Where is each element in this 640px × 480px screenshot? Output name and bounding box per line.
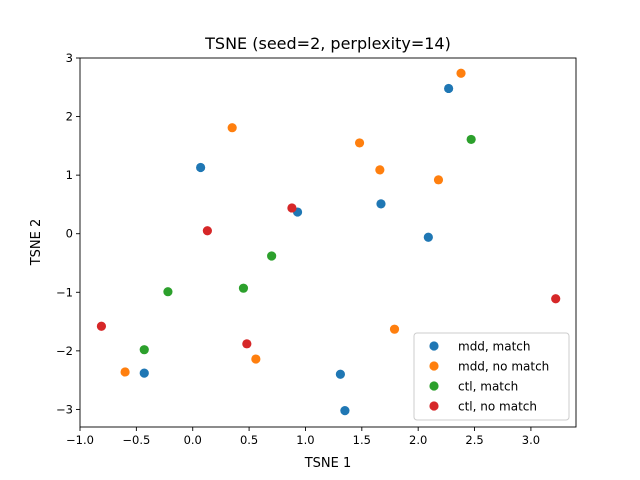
y-tick-label: 3 [66,51,73,65]
data-point [444,83,454,94]
legend-label: ctl, match [458,380,518,394]
x-tick-label: 1.5 [353,433,371,447]
x-tick-label: 3.0 [522,433,540,447]
x-axis-label: TSNE 1 [304,456,352,471]
data-point [251,354,261,364]
plot-frame [79,57,577,428]
y-tick-label: −3 [56,402,73,416]
data-point [139,345,149,355]
y-tick-label: −2 [56,344,73,358]
data-point [340,406,350,416]
data-point [423,232,433,242]
legend-marker [429,401,439,411]
x-tick-label: 2.5 [465,433,483,447]
legend: mdd, match mdd, no match ctl, match ctl, no… [413,332,570,421]
data-point [139,368,149,378]
data-point [456,68,466,78]
x-tick-label: 2.0 [409,433,427,447]
data-point [375,165,385,175]
data-point [433,175,444,185]
data-point [466,134,476,145]
data-point [96,321,107,331]
legend-box [413,332,570,421]
data-point [196,162,206,173]
legend-marker [429,341,439,351]
x-tick-label: −0.5 [122,433,150,447]
x-tick-label: 0.5 [240,433,258,447]
y-tick-label: −1 [56,285,73,299]
axes: −1.0 −0.5 0.0 0.5 1.0 1.5 2.0 2.5 3.0 3 2 1 0 −1 −2 −3 [56,51,577,447]
data-point [287,203,297,213]
data-point [376,199,386,209]
data-point [163,287,173,297]
y-tick-label: 2 [66,110,73,124]
y-axis-label: TSNE 2 [29,219,44,267]
x-tick-label: 1.0 [296,433,314,447]
chart-title: TSNE (seed=2, perplexity=14) [204,34,451,53]
y-tick-label: 1 [66,168,73,182]
data-point [551,294,561,304]
data-point [202,226,212,236]
legend-marker [429,361,439,371]
data-point [238,283,249,293]
plot-area [96,68,561,416]
data-point [227,123,237,133]
legend-marker [429,381,439,391]
data-point [242,339,252,349]
y-tick-label: 0 [66,227,73,241]
x-tick-label: 0.0 [184,433,202,447]
data-point [335,369,345,379]
legend-label: ctl, no match [458,400,537,414]
data-point [354,138,365,148]
legend-label: mdd, match [458,340,531,354]
data-point [267,251,277,261]
data-point [389,324,400,334]
legend-label: mdd, no match [458,360,549,374]
data-point [120,367,130,377]
x-tick-label: −1.0 [66,433,94,447]
